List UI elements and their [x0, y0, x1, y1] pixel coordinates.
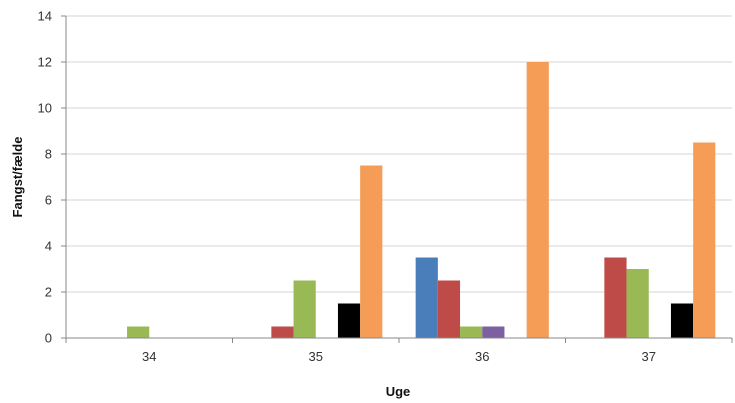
y-tick-label: 8	[45, 147, 52, 162]
y-tick-label: 12	[38, 55, 52, 70]
y-tick-label: 6	[45, 193, 52, 208]
bar	[293, 280, 316, 338]
y-axis-title: Fangst/fælde	[10, 137, 25, 218]
x-tick-label: 34	[142, 349, 156, 364]
bars	[127, 62, 716, 338]
bar	[626, 269, 649, 338]
bar	[271, 326, 294, 338]
y-tick-label: 0	[45, 331, 52, 346]
y-tick-labels: 0 2 4 6 8 10 12 14	[38, 9, 52, 346]
x-tick-labels: 34 35 36 37	[142, 349, 656, 364]
y-tick-label: 14	[38, 9, 52, 24]
bar	[127, 326, 150, 338]
bar	[415, 257, 438, 338]
x-axis-title: Uge	[386, 384, 411, 399]
x-tick-label: 35	[309, 349, 323, 364]
y-tick-label: 2	[45, 285, 52, 300]
bar	[604, 257, 627, 338]
bar	[670, 303, 694, 338]
y-tick-label: 4	[45, 239, 52, 254]
bar	[337, 303, 361, 338]
bar	[460, 326, 483, 338]
axes	[61, 15, 733, 343]
gridlines	[66, 15, 732, 293]
y-tick-label: 10	[38, 101, 52, 116]
bar	[482, 326, 505, 338]
bar	[693, 142, 716, 338]
x-tick-label: 37	[642, 349, 656, 364]
bar	[360, 165, 383, 338]
x-tick-label: 36	[475, 349, 489, 364]
bar	[437, 280, 461, 338]
bar	[526, 62, 549, 338]
